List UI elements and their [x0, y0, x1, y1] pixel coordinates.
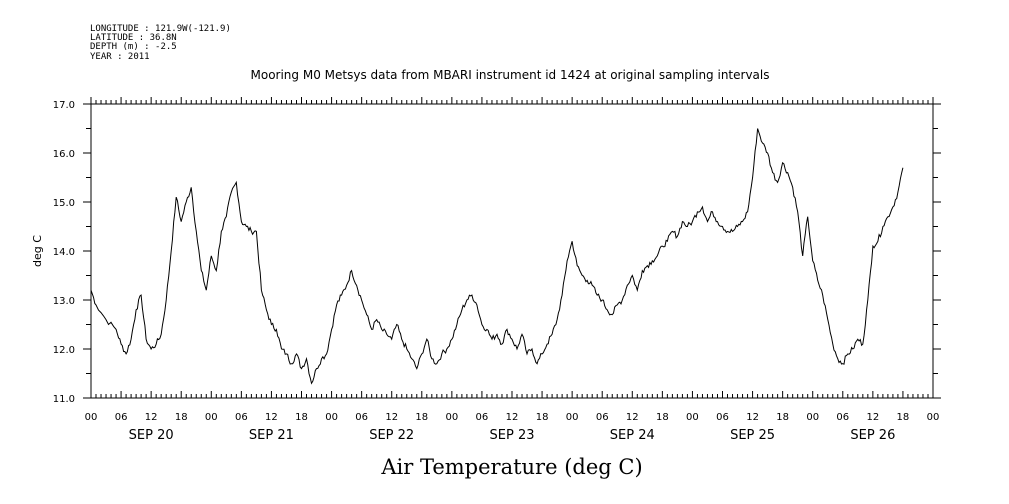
- x-tick-label: 18: [656, 412, 669, 423]
- x-tick-label: 00: [566, 412, 579, 423]
- x-tick-label: 12: [746, 412, 759, 423]
- x-tick-label: 18: [415, 412, 428, 423]
- x-day-label: SEP 23: [490, 428, 535, 443]
- y-tick-label: 16.0: [53, 149, 75, 160]
- x-tick-label: 06: [716, 412, 729, 423]
- series-line-air-temperature: [90, 128, 904, 385]
- y-axis-ticks: [83, 103, 941, 399]
- x-tick-label: 12: [265, 412, 278, 423]
- x-tick-label: 12: [145, 412, 158, 423]
- x-tick-label: 00: [686, 412, 699, 423]
- x-tick-label: 00: [806, 412, 819, 423]
- x-day-label: SEP 21: [249, 428, 294, 443]
- y-axis-label: deg C: [31, 235, 44, 267]
- longitude-text: LONGITUDE : 121.9W(-121.9): [90, 24, 231, 34]
- x-day-label: SEP 20: [129, 428, 174, 443]
- x-tick-label: 12: [385, 412, 398, 423]
- x-day-label: SEP 25: [730, 428, 775, 443]
- chart-title: Mooring M0 Metsys data from MBARI instru…: [251, 68, 770, 82]
- x-tick-label: 00: [85, 412, 98, 423]
- y-tick-label: 13.0: [53, 296, 75, 307]
- x-tick-label: 06: [235, 412, 248, 423]
- y-tick-label: 14.0: [53, 247, 75, 258]
- x-tick-label: 06: [355, 412, 368, 423]
- y-axis-tick-labels: 11.0 12.0 13.0 14.0 15.0 16.0 17.0: [53, 100, 75, 405]
- x-tick-label: 00: [927, 412, 940, 423]
- x-day-label: SEP 24: [610, 428, 655, 443]
- x-tick-label: 00: [445, 412, 458, 423]
- x-tick-label: 18: [175, 412, 188, 423]
- plot-frame: [90, 103, 934, 399]
- x-tick-label: 00: [325, 412, 338, 423]
- x-tick-label: 12: [866, 412, 879, 423]
- x-tick-label: 06: [476, 412, 489, 423]
- x-tick-label: 00: [205, 412, 218, 423]
- x-tick-label: 18: [776, 412, 789, 423]
- y-tick-label: 17.0: [53, 100, 75, 111]
- depth-text: DEPTH (m) : -2.5: [90, 42, 177, 52]
- x-tick-label: 06: [596, 412, 609, 423]
- x-tick-label: 06: [115, 412, 128, 423]
- x-axis-hour-labels: 00 06 12 18 00 06 12 18 00 06 12 18 00 06 12 18 00 06 12 18…: [85, 412, 940, 423]
- x-day-label: SEP 26: [850, 428, 895, 443]
- x-axis-label: Air Temperature (deg C): [380, 455, 642, 479]
- x-tick-label: 06: [836, 412, 849, 423]
- y-tick-label: 12.0: [53, 345, 75, 356]
- x-axis-ticks: [90, 97, 934, 398]
- y-tick-label: 15.0: [53, 198, 75, 209]
- x-tick-label: 18: [295, 412, 308, 423]
- x-axis-day-labels: SEP 20 SEP 21 SEP 22 SEP 23 SEP 24 SEP 25 SEP …: [129, 428, 896, 443]
- x-tick-label: 18: [536, 412, 549, 423]
- y-tick-label: 11.0: [53, 394, 75, 405]
- year-text: YEAR : 2011: [90, 52, 150, 62]
- x-tick-label: 18: [897, 412, 910, 423]
- x-tick-label: 12: [506, 412, 519, 423]
- latitude-text: LATITUDE : 36.8N: [90, 33, 177, 43]
- x-tick-label: 12: [626, 412, 639, 423]
- x-day-label: SEP 22: [369, 428, 414, 443]
